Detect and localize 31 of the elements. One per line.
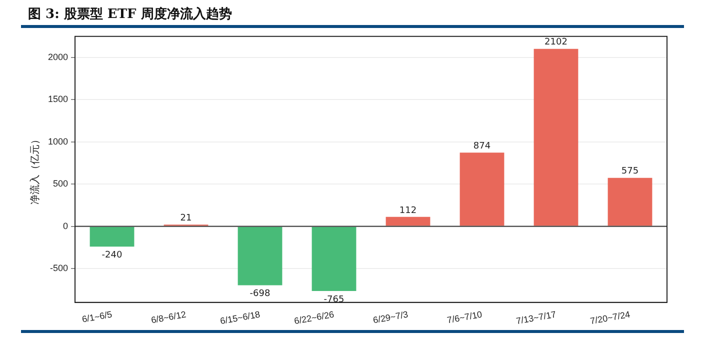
y-tick-label: 1000 [48, 136, 68, 146]
data-label: 575 [621, 166, 639, 177]
data-label: 112 [399, 206, 417, 216]
y-tick-label: 2000 [48, 52, 68, 62]
bar [90, 226, 134, 247]
bar [238, 226, 282, 286]
y-tick-label: 1500 [48, 94, 68, 104]
x-tick-label: 6/29~7/3 [372, 309, 409, 326]
y-tick-label: 500 [52, 178, 68, 189]
bar [460, 152, 504, 226]
data-label: 874 [473, 141, 491, 152]
data-label: -765 [324, 294, 344, 305]
y-tick-label: 0 [63, 220, 68, 231]
data-label: 2102 [544, 38, 568, 48]
bar [386, 216, 430, 226]
y-axis-title: 净流入（亿元） [28, 134, 41, 204]
bar [534, 48, 578, 226]
x-tick-label: 6/1~6/5 [81, 309, 113, 324]
x-tick-label: 7/20~7/24 [589, 309, 631, 326]
data-label: 21 [180, 213, 192, 224]
bar [312, 226, 356, 291]
data-label: -698 [250, 289, 270, 300]
chart-title: 图 3: 股票型 ETF 周度净流入趋势 [28, 6, 232, 23]
bar [608, 178, 652, 226]
x-tick-label: 7/13~7/17 [515, 309, 557, 326]
data-label: -240 [102, 250, 122, 260]
x-tick-label: 7/6~7/10 [446, 309, 483, 326]
x-tick-label: 6/8~6/12 [150, 309, 187, 326]
y-tick-label: -500 [50, 263, 68, 274]
x-tick-label: 6/15~6/18 [219, 309, 261, 326]
x-tick-label: 6/22~6/26 [293, 309, 335, 326]
